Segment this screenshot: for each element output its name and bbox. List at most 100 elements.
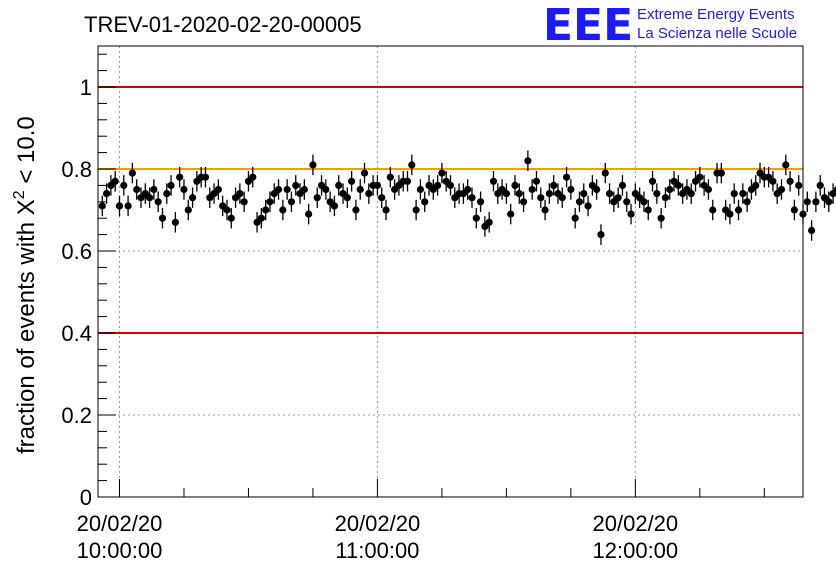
data-point — [605, 190, 614, 198]
data-point — [360, 169, 369, 177]
data-point — [115, 202, 124, 210]
data-point — [262, 206, 270, 214]
y-tick-label: 0.6 — [61, 239, 92, 264]
data-point — [120, 181, 128, 189]
data-point — [184, 206, 192, 214]
data-point — [580, 190, 588, 198]
data-point — [154, 198, 162, 206]
data-point — [812, 198, 820, 206]
data-point — [356, 185, 364, 194]
plot-frame — [97, 45, 804, 498]
y-tick-label: 0.4 — [61, 321, 92, 346]
data-point — [365, 190, 373, 198]
y-axis-label-suffix: < 10.0 — [13, 116, 40, 190]
data-point — [640, 198, 648, 206]
data-point — [386, 173, 394, 181]
data-point — [98, 202, 106, 210]
reference-lines — [98, 86, 803, 334]
data-point — [468, 194, 476, 202]
data-point — [434, 181, 442, 189]
data-point — [524, 157, 532, 165]
data-point — [532, 177, 541, 185]
data-point — [128, 169, 136, 177]
data-point — [597, 231, 605, 239]
data-point — [416, 185, 425, 194]
data-point — [412, 206, 420, 214]
data-point — [777, 185, 786, 194]
data-point — [562, 173, 571, 181]
data-point — [734, 206, 743, 214]
data-point — [661, 194, 670, 202]
data-point — [171, 218, 179, 226]
data-point — [704, 185, 713, 194]
data-point — [648, 177, 657, 185]
data-point — [739, 190, 747, 198]
y-tick-label: 0.2 — [61, 403, 92, 428]
data-point — [537, 194, 545, 202]
data-point — [438, 169, 446, 177]
data-point — [829, 190, 836, 198]
data-point — [163, 190, 171, 198]
data-point — [352, 206, 360, 214]
data-point — [717, 169, 725, 177]
data-point — [382, 206, 390, 214]
data-point — [145, 194, 154, 202]
data-point — [158, 214, 167, 222]
data-point — [653, 190, 661, 198]
data-point — [274, 185, 283, 194]
data-point — [378, 194, 386, 202]
y-tick-label: 0 — [80, 485, 92, 510]
data-point — [214, 185, 222, 194]
data-point — [709, 206, 717, 214]
data-point — [687, 190, 695, 198]
data-point — [545, 190, 553, 198]
data-point — [300, 185, 308, 194]
data-point — [752, 181, 760, 189]
x-tick-time-label: 10:00:00 — [77, 538, 163, 563]
data-point — [833, 186, 836, 193]
data-point — [644, 206, 652, 214]
data-point — [240, 198, 248, 206]
data-point — [446, 181, 455, 189]
data-point — [614, 194, 622, 202]
data-point — [507, 210, 515, 218]
data-point — [584, 202, 592, 210]
logo-line-1: Extreme Energy Events — [637, 6, 795, 23]
data-point — [489, 177, 498, 185]
data-point — [111, 177, 119, 185]
data-point — [223, 206, 231, 214]
data-point — [803, 198, 811, 206]
data-point — [335, 181, 343, 189]
data-point — [348, 177, 356, 185]
data-point — [674, 181, 682, 189]
y-axis-label-superscript: 2 — [11, 190, 28, 199]
grid-lines — [98, 46, 803, 497]
y-axis-label-prefix: fraction of events with — [13, 215, 40, 454]
data-point — [408, 161, 416, 169]
data-point — [180, 185, 188, 194]
x-axis: 20/02/2010:00:0020/02/2011:00:0020/02/20… — [77, 479, 765, 563]
data-point — [627, 210, 635, 218]
data-point — [696, 173, 704, 181]
data-point — [726, 210, 734, 218]
data-point — [618, 181, 627, 189]
data-point — [575, 198, 584, 206]
data-point — [249, 173, 257, 181]
data-point — [102, 190, 111, 198]
data-point — [176, 173, 184, 181]
data-point — [550, 181, 558, 189]
data-point — [511, 181, 519, 189]
logo-line-2: La Scienza nelle Scuole — [637, 25, 797, 42]
y-tick-label: 1 — [80, 75, 92, 100]
data-points — [98, 150, 836, 245]
data-point — [322, 185, 330, 194]
data-point — [515, 190, 523, 198]
data-point — [623, 198, 631, 206]
data-point — [825, 198, 833, 206]
x-tick-date-label: 20/02/20 — [77, 511, 163, 536]
x-tick-time-label: 11:00:00 — [335, 538, 419, 563]
data-point — [305, 210, 313, 218]
data-point — [227, 214, 235, 222]
data-point — [541, 206, 549, 214]
data-point — [790, 206, 799, 214]
